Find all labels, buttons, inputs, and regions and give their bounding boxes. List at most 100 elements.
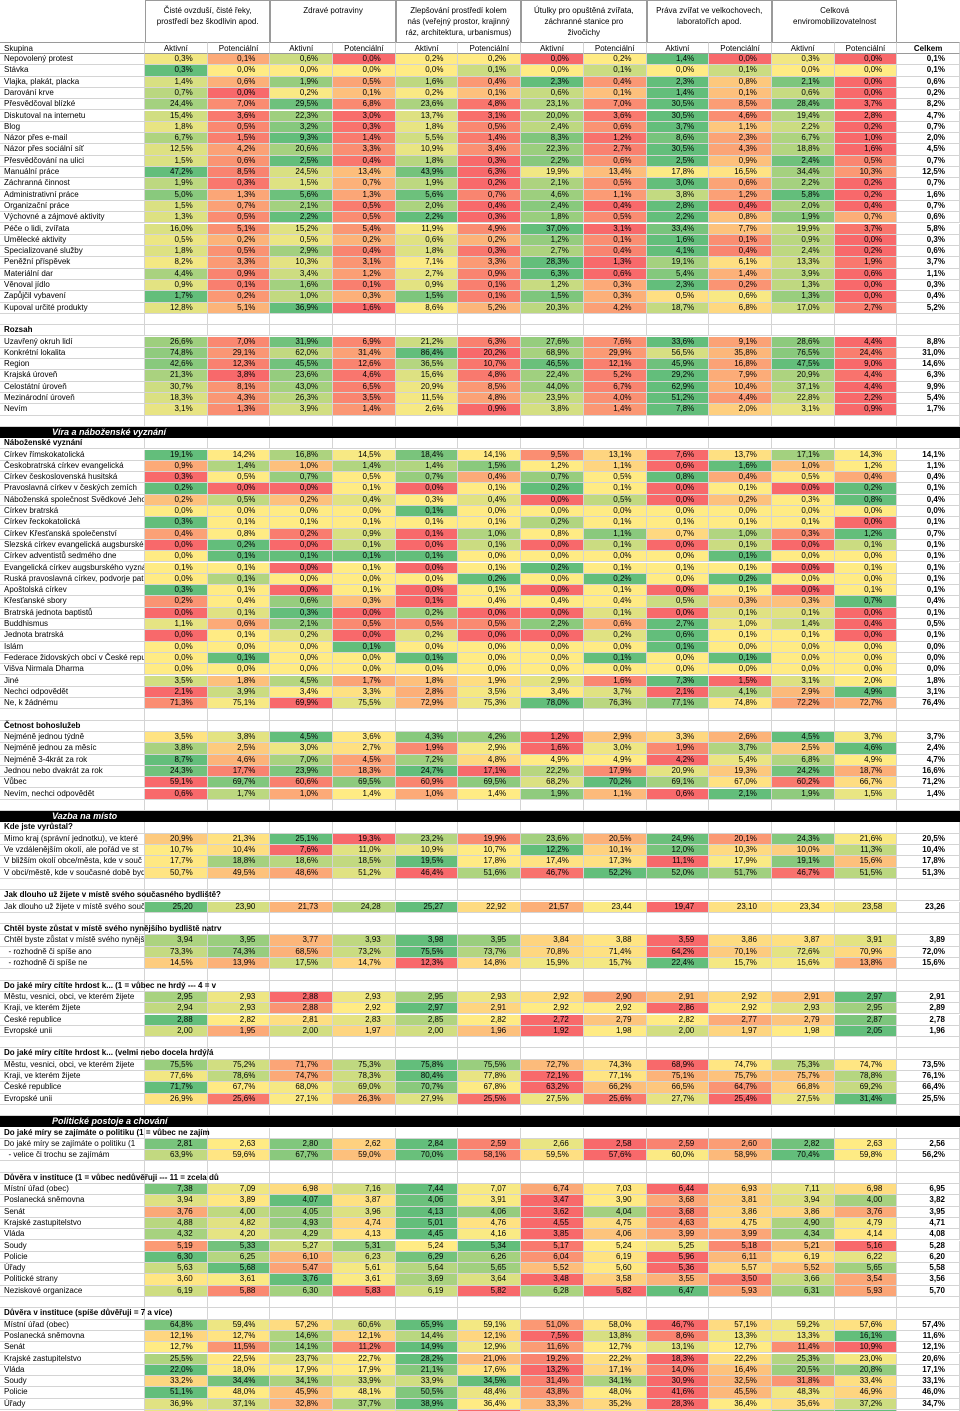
value-cell: 68,2% xyxy=(521,777,584,789)
value-cell: 0,4% xyxy=(145,528,208,540)
value-cell: 0,4% xyxy=(583,76,647,88)
total-cell: 20,5% xyxy=(897,833,960,845)
value-cell: 0,1% xyxy=(270,551,334,563)
empty-cell xyxy=(709,313,772,326)
value-cell: 12,7% xyxy=(709,1342,772,1354)
empty-cell xyxy=(771,415,835,427)
section-title: Jak dlouho už žijete v místě svého souča… xyxy=(4,890,221,900)
row-label: Apoštolská církev xyxy=(0,585,145,597)
value-cell: 1,5% xyxy=(395,291,459,303)
value-cell: 18,5% xyxy=(333,856,396,868)
value-cell: 70,7% xyxy=(395,1082,459,1094)
empty-cell xyxy=(145,924,208,936)
value-cell: 1,4% xyxy=(709,268,772,280)
value-cell: 1,4% xyxy=(583,404,647,416)
value-cell: 0,3% xyxy=(333,121,396,134)
value-cell: 25,5% xyxy=(458,1093,522,1105)
empty-cell xyxy=(709,969,772,981)
value-cell: 0,0% xyxy=(333,506,396,518)
value-cell: 2,58 xyxy=(583,1138,647,1151)
total-cell: 71,2% xyxy=(897,777,960,789)
value-cell: 0,4% xyxy=(834,472,898,484)
value-cell: 2,00 xyxy=(145,1025,208,1038)
value-cell: 0,0% xyxy=(646,483,710,495)
empty-cell xyxy=(646,822,710,834)
value-cell: 48,6% xyxy=(270,867,334,879)
value-cell: 0,5% xyxy=(583,494,647,506)
empty-cell xyxy=(771,969,835,981)
empty-cell xyxy=(458,438,522,450)
row-label: Pravoslavná církev v českých zemích xyxy=(0,483,145,495)
value-cell: 7,7% xyxy=(709,223,772,235)
empty-cell xyxy=(771,1127,835,1139)
value-cell: 5,24 xyxy=(395,1240,459,1252)
value-cell: 0,1% xyxy=(207,280,271,292)
value-cell: 3,94 xyxy=(145,935,208,947)
value-cell: 75,3% xyxy=(333,1059,396,1071)
section-title: Důvěra v instituce (spíše důvěřuji = 7 a… xyxy=(4,1308,173,1318)
value-cell: 4,4% xyxy=(709,393,772,405)
value-cell: 69,5% xyxy=(458,777,522,789)
value-cell: 1,7% xyxy=(207,788,271,800)
value-cell: 0,3% xyxy=(333,291,396,303)
value-cell: 2,88 xyxy=(270,991,334,1004)
value-cell: 0,1% xyxy=(583,483,647,495)
empty-cell xyxy=(521,1297,584,1309)
value-cell: 12,8% xyxy=(145,302,208,314)
value-cell: 6,28 xyxy=(521,1285,584,1297)
value-cell: 2,83 xyxy=(333,1014,396,1026)
value-cell: 0,0% xyxy=(145,607,208,619)
value-cell: 0,6% xyxy=(583,155,647,167)
empty-cell xyxy=(834,1048,898,1060)
value-cell: 1,1% xyxy=(583,189,647,201)
row-label: Nejméně 3-4krát za rok xyxy=(0,754,145,766)
value-cell: 3,81 xyxy=(709,1195,772,1207)
value-cell: 0,0% xyxy=(521,585,584,597)
empty-cell xyxy=(207,1297,271,1309)
empty-cell xyxy=(897,1308,960,1320)
empty-cell xyxy=(583,1297,647,1309)
value-cell: 4,6% xyxy=(709,110,772,122)
value-cell: 1,9% xyxy=(771,788,835,800)
value-cell: 0,1% xyxy=(207,573,271,586)
value-cell: 0,1% xyxy=(709,562,772,574)
value-cell: 2,95 xyxy=(145,991,208,1004)
value-cell: 3,6% xyxy=(583,110,647,122)
row-label: Materiální dar xyxy=(0,268,145,280)
empty-cell xyxy=(0,1127,145,1139)
value-cell: 5,61 xyxy=(333,1263,396,1275)
total-cell: 2,91 xyxy=(897,991,960,1004)
empty-cell xyxy=(897,1127,960,1139)
value-cell: 22,0% xyxy=(145,1364,208,1377)
empty-cell xyxy=(458,720,522,732)
value-cell: 0,3% xyxy=(458,212,522,224)
value-cell: 4,0% xyxy=(583,393,647,405)
value-cell: 0,0% xyxy=(646,65,710,77)
empty-cell xyxy=(897,1048,960,1060)
row-label: Stávka xyxy=(0,65,145,77)
value-cell: 77,1% xyxy=(583,1071,647,1083)
value-cell: 1,6% xyxy=(395,76,459,88)
value-cell: 0,0% xyxy=(834,607,898,619)
value-cell: 4,9% xyxy=(834,686,898,699)
value-cell: 71,7% xyxy=(270,1059,334,1071)
value-cell: 30,7% xyxy=(145,381,208,393)
value-cell: 63,2% xyxy=(521,1082,584,1094)
value-cell: 1,4% xyxy=(646,87,710,100)
value-cell: 1,9% xyxy=(395,743,459,755)
value-cell: 2,5% xyxy=(207,743,271,755)
value-cell: 8,5% xyxy=(458,381,522,393)
total-cell: 12,5% xyxy=(897,167,960,179)
empty-cell xyxy=(583,438,647,450)
empty-cell xyxy=(207,1037,271,1049)
value-cell: 0,7% xyxy=(145,87,208,100)
value-cell: 2,62 xyxy=(333,1138,396,1151)
value-cell: 24,3% xyxy=(145,765,208,778)
empty-cell xyxy=(458,799,522,812)
value-cell: 1,0% xyxy=(270,788,334,800)
value-cell: 51,2% xyxy=(646,393,710,405)
value-cell: 27,5% xyxy=(771,1093,835,1105)
value-cell: 5,93 xyxy=(834,1285,898,1297)
value-cell: 0,4% xyxy=(709,200,772,213)
row-label: Blog xyxy=(0,121,145,134)
